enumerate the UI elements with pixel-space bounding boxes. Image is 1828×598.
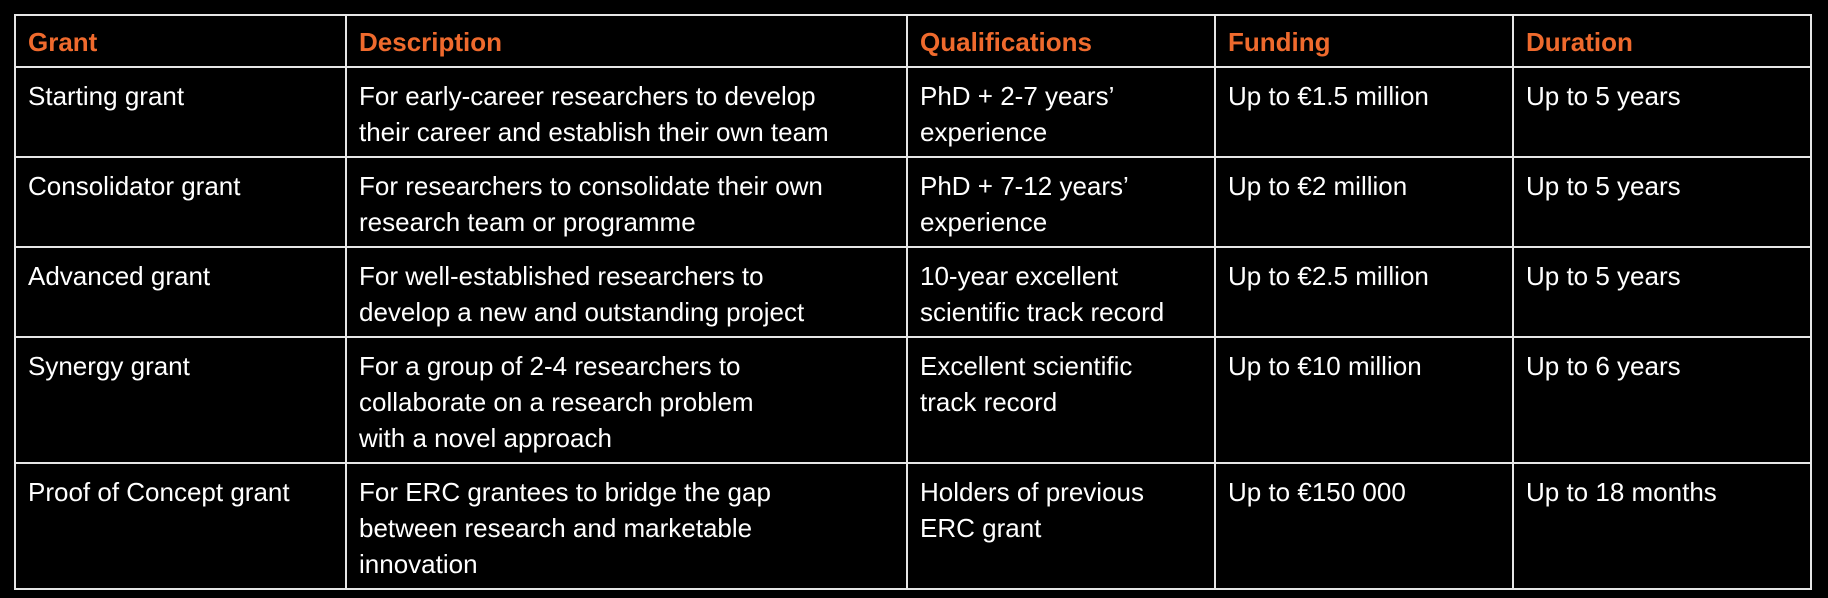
cell-qualifications: 10-year excellent scientific track recor… (906, 246, 1216, 338)
cell-duration: Up to 5 years (1512, 156, 1812, 248)
column-header-duration: Duration (1512, 14, 1812, 68)
grants-table: Grant Description Qualifications Funding… (14, 14, 1812, 590)
table-row: Starting grant For early-career research… (14, 66, 1812, 158)
cell-grant: Consolidator grant (14, 156, 347, 248)
cell-grant: Proof of Concept grant (14, 462, 347, 590)
column-header-description: Description (345, 14, 908, 68)
cell-description: For well-established researchers to deve… (345, 246, 908, 338)
cell-funding: Up to €2 million (1214, 156, 1514, 248)
table-row: Consolidator grant For researchers to co… (14, 156, 1812, 248)
table-header-row: Grant Description Qualifications Funding… (14, 14, 1812, 68)
cell-grant: Synergy grant (14, 336, 347, 464)
table-row: Advanced grant For well-established rese… (14, 246, 1812, 338)
cell-description: For ERC grantees to bridge the gap betwe… (345, 462, 908, 590)
cell-description: For early-career researchers to develop … (345, 66, 908, 158)
column-header-qualifications: Qualifications (906, 14, 1216, 68)
cell-qualifications: PhD + 7-12 years’ experience (906, 156, 1216, 248)
grants-table-container: Grant Description Qualifications Funding… (14, 14, 1812, 590)
table-row: Proof of Concept grant For ERC grantees … (14, 462, 1812, 590)
cell-qualifications: PhD + 2-7 years’ experience (906, 66, 1216, 158)
cell-grant: Starting grant (14, 66, 347, 158)
cell-description: For researchers to consolidate their own… (345, 156, 908, 248)
column-header-grant: Grant (14, 14, 347, 68)
cell-qualifications: Holders of previous ERC grant (906, 462, 1216, 590)
cell-funding: Up to €1.5 million (1214, 66, 1514, 158)
cell-funding: Up to €2.5 million (1214, 246, 1514, 338)
cell-funding: Up to €150 000 (1214, 462, 1514, 590)
table-row: Synergy grant For a group of 2-4 researc… (14, 336, 1812, 464)
cell-grant: Advanced grant (14, 246, 347, 338)
cell-description: For a group of 2-4 researchers to collab… (345, 336, 908, 464)
cell-qualifications: Excellent scientific track record (906, 336, 1216, 464)
cell-duration: Up to 5 years (1512, 66, 1812, 158)
cell-duration: Up to 6 years (1512, 336, 1812, 464)
cell-funding: Up to €10 million (1214, 336, 1514, 464)
cell-duration: Up to 5 years (1512, 246, 1812, 338)
column-header-funding: Funding (1214, 14, 1514, 68)
cell-duration: Up to 18 months (1512, 462, 1812, 590)
